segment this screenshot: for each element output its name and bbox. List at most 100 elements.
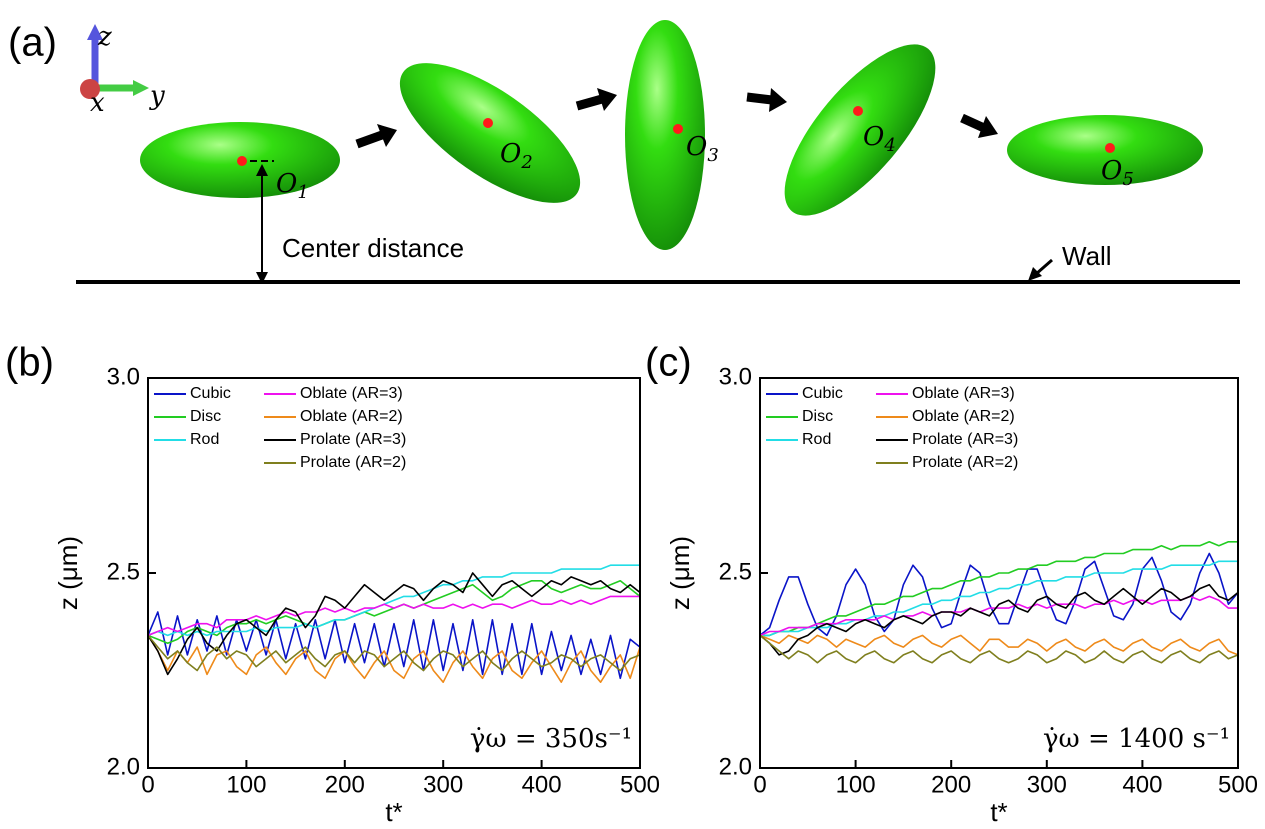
x-tick-label: 300 bbox=[423, 771, 463, 798]
series-line bbox=[147, 595, 640, 637]
series-line bbox=[759, 595, 1238, 637]
axis-x-label: x bbox=[90, 88, 105, 118]
legend-label: Rod bbox=[802, 431, 831, 448]
x-tick-label: 200 bbox=[931, 771, 971, 798]
x-tick-label: 0 bbox=[753, 771, 766, 798]
center-label: O3 bbox=[686, 132, 719, 166]
x-tick-label: 400 bbox=[522, 771, 562, 798]
legend-label: Prolate (AR=2) bbox=[300, 454, 406, 471]
x-tick-label: 500 bbox=[1218, 771, 1258, 798]
wall-label: Wall bbox=[1062, 241, 1112, 271]
ellipsoid bbox=[399, 63, 581, 203]
arrow bbox=[960, 113, 986, 133]
y-arrowhead bbox=[133, 80, 149, 96]
series-line bbox=[147, 634, 641, 672]
plot-frame bbox=[147, 377, 641, 769]
ellipsoid bbox=[1007, 115, 1203, 185]
y-tick-label: 2.0 bbox=[719, 753, 752, 780]
center-label: O5 bbox=[1101, 156, 1134, 190]
y-tick-label: 2.5 bbox=[107, 558, 140, 585]
legend-label: Prolate (AR=3) bbox=[912, 431, 1018, 448]
panel-label: (c) bbox=[645, 341, 692, 385]
panel-label: (a) bbox=[8, 21, 57, 65]
arrow bbox=[746, 92, 773, 105]
chart: (c) 0 100 200 300 400 500 2.0 2.5 3.0 t* z (μm) Cubi… bbox=[645, 341, 1258, 827]
arrow bbox=[355, 130, 384, 149]
x-tick-label: 400 bbox=[1122, 771, 1162, 798]
legend-label: Disc bbox=[802, 408, 833, 425]
x-tick-label: 200 bbox=[325, 771, 365, 798]
arrowhead bbox=[256, 272, 268, 284]
x-tick-label: 500 bbox=[620, 771, 660, 798]
center-letter: O bbox=[276, 169, 297, 199]
x-axis-label: t* bbox=[990, 797, 1007, 827]
series-line bbox=[759, 552, 1239, 637]
center-label: O2 bbox=[500, 139, 533, 173]
series-line bbox=[759, 634, 1239, 656]
center-dot bbox=[673, 124, 683, 134]
annotation: γ̇ω = 1400 s⁻¹ bbox=[1043, 724, 1230, 754]
legend-label: Prolate (AR=3) bbox=[300, 431, 406, 448]
ellipsoid bbox=[784, 44, 936, 216]
arrowhead bbox=[769, 88, 787, 112]
x-tick-label: 100 bbox=[226, 771, 266, 798]
series-line bbox=[760, 560, 1238, 637]
legend-label: Prolate (AR=2) bbox=[912, 454, 1018, 471]
center-dot bbox=[1105, 143, 1115, 153]
axis-z-label: z bbox=[97, 22, 112, 52]
center-subscript: 2 bbox=[520, 152, 532, 173]
series-line bbox=[147, 611, 641, 680]
series-line bbox=[147, 572, 641, 676]
center-subscript: 4 bbox=[883, 135, 895, 156]
center-subscript: 1 bbox=[297, 182, 308, 203]
center-letter: O bbox=[686, 132, 707, 162]
series-line bbox=[759, 634, 1239, 664]
center-distance-label: Center distance bbox=[282, 233, 464, 263]
arrowhead bbox=[256, 164, 268, 176]
arrow bbox=[575, 94, 604, 111]
x-tick-label: 0 bbox=[141, 771, 154, 798]
ellipsoid bbox=[625, 20, 705, 250]
center-label: O1 bbox=[276, 169, 309, 203]
y-tick-label: 2.0 bbox=[107, 753, 140, 780]
arrowhead bbox=[597, 88, 617, 111]
center-subscript: 3 bbox=[707, 145, 718, 166]
center-dot bbox=[483, 118, 493, 128]
center-label: O4 bbox=[863, 122, 896, 156]
y-tick-label: 3.0 bbox=[719, 363, 752, 390]
x-axis-label: t* bbox=[385, 797, 402, 827]
y-axis-label: z (μm) bbox=[53, 536, 83, 610]
legend-label: Cubic bbox=[190, 385, 231, 402]
annotation: γ̇ω = 350s⁻¹ bbox=[470, 724, 632, 754]
legend-label: Oblate (AR=3) bbox=[912, 385, 1015, 402]
arrowhead bbox=[377, 124, 397, 147]
center-letter: O bbox=[1101, 156, 1122, 186]
y-tick-label: 2.5 bbox=[719, 558, 752, 585]
legend-label: Disc bbox=[190, 408, 221, 425]
x-axis-dot bbox=[80, 79, 100, 99]
legend-label: Oblate (AR=2) bbox=[300, 408, 403, 425]
legend-label: Oblate (AR=3) bbox=[300, 385, 403, 402]
panel-label: (b) bbox=[5, 341, 54, 385]
plot-frame bbox=[759, 377, 1239, 769]
arrowhead bbox=[1028, 267, 1042, 281]
x-tick-label: 300 bbox=[1027, 771, 1067, 798]
center-dot bbox=[237, 156, 247, 166]
arrowhead bbox=[978, 116, 998, 138]
legend-label: Oblate (AR=2) bbox=[912, 408, 1015, 425]
y-tick-label: 3.0 bbox=[107, 363, 140, 390]
center-letter: O bbox=[863, 122, 884, 152]
z-arrowhead bbox=[87, 24, 103, 40]
series-line bbox=[760, 541, 1238, 637]
center-letter: O bbox=[500, 139, 521, 169]
x-tick-label: 100 bbox=[836, 771, 876, 798]
legend-label: Rod bbox=[190, 431, 219, 448]
wall-arrow bbox=[1035, 258, 1053, 276]
legend-label: Cubic bbox=[802, 385, 843, 402]
series-line bbox=[759, 583, 1239, 656]
center-dot bbox=[853, 106, 863, 116]
axis-y-label: y bbox=[149, 81, 165, 111]
y-axis-label: z (μm) bbox=[665, 536, 695, 610]
center-subscript: 5 bbox=[1122, 169, 1133, 190]
